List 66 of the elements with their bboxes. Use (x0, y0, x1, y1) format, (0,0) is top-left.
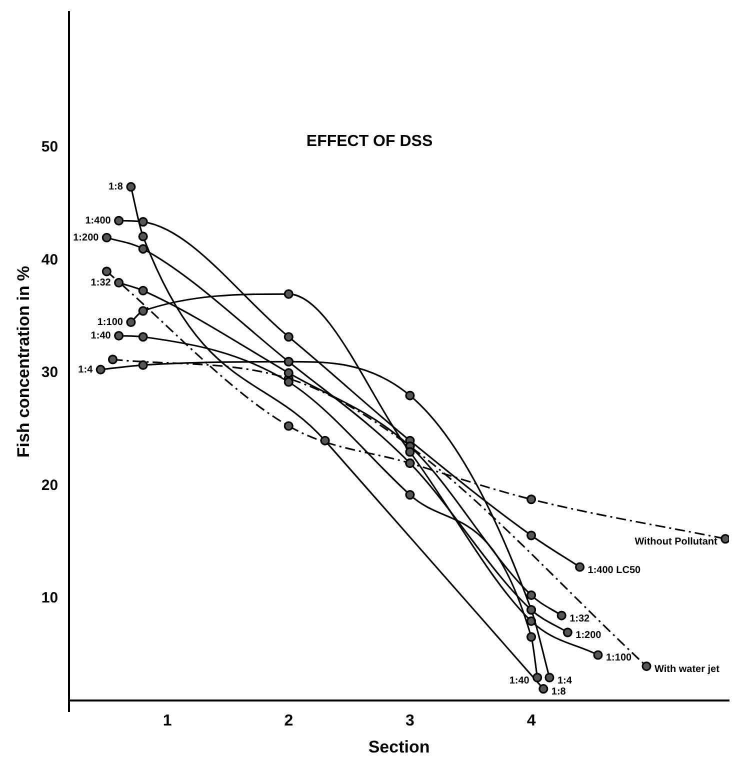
series-label: 1:200 (576, 630, 602, 642)
point (405, 447, 415, 457)
y-axis-title: Fish concentration in % (14, 266, 33, 458)
y-tick-label: 50 (41, 138, 58, 156)
series-label: 1:32 (570, 613, 590, 624)
annotation: 1:4 (78, 364, 94, 376)
point (126, 317, 136, 328)
point (126, 182, 136, 192)
point (138, 286, 148, 296)
y-tick-label: 20 (41, 476, 58, 494)
annotation: 1:40 (90, 330, 112, 342)
point (526, 530, 536, 540)
point (526, 632, 536, 642)
series-label: 1:4 (557, 675, 572, 686)
annotation: 1:32 (90, 277, 112, 288)
point (284, 421, 294, 431)
point (138, 232, 148, 242)
point (138, 306, 148, 316)
point (556, 610, 566, 620)
point (284, 368, 294, 378)
y-tick-label: 40 (41, 251, 58, 268)
y-tick-label: 30 (41, 364, 58, 382)
point (102, 232, 112, 242)
point (642, 661, 652, 672)
series-label: 1:8 (551, 686, 566, 698)
series-label: Without Pollutant (634, 536, 718, 548)
point (284, 289, 294, 299)
annotation: 1:400 (85, 215, 112, 226)
point (532, 672, 542, 682)
point (526, 590, 536, 600)
point (405, 390, 415, 400)
x-tick-label: 4 (526, 712, 536, 730)
series-label: 1:100 (606, 652, 632, 664)
y-tick-label: 10 (41, 590, 58, 607)
point (284, 332, 294, 342)
point (138, 360, 148, 370)
x-tick-label: 2 (284, 712, 294, 730)
point (138, 217, 148, 227)
point (284, 377, 294, 387)
point (526, 494, 536, 504)
point (114, 330, 124, 341)
point (538, 684, 548, 694)
series-label: With water jet (654, 664, 720, 676)
point (138, 332, 148, 342)
series-label: 1:40 (509, 675, 530, 686)
x-tick-label: 1 (162, 712, 172, 730)
annotation: 1:200 (73, 232, 100, 244)
annotation: 1:100 (97, 316, 124, 328)
point (320, 436, 330, 446)
text: EFFECT OF DSS (306, 133, 433, 150)
point (96, 364, 106, 374)
point (138, 244, 148, 254)
point (562, 628, 572, 638)
point (102, 266, 112, 276)
annotation: 1:8 (108, 182, 124, 193)
point (108, 354, 118, 364)
point (574, 562, 585, 572)
series-label: 1:400 LC50 (588, 564, 642, 576)
x-tick-label: 3 (406, 712, 415, 730)
point (114, 278, 124, 288)
point (593, 650, 603, 660)
x-axis-title: Section (368, 738, 430, 757)
point (405, 490, 415, 500)
point (720, 534, 729, 544)
point (114, 216, 124, 226)
point (544, 672, 554, 682)
